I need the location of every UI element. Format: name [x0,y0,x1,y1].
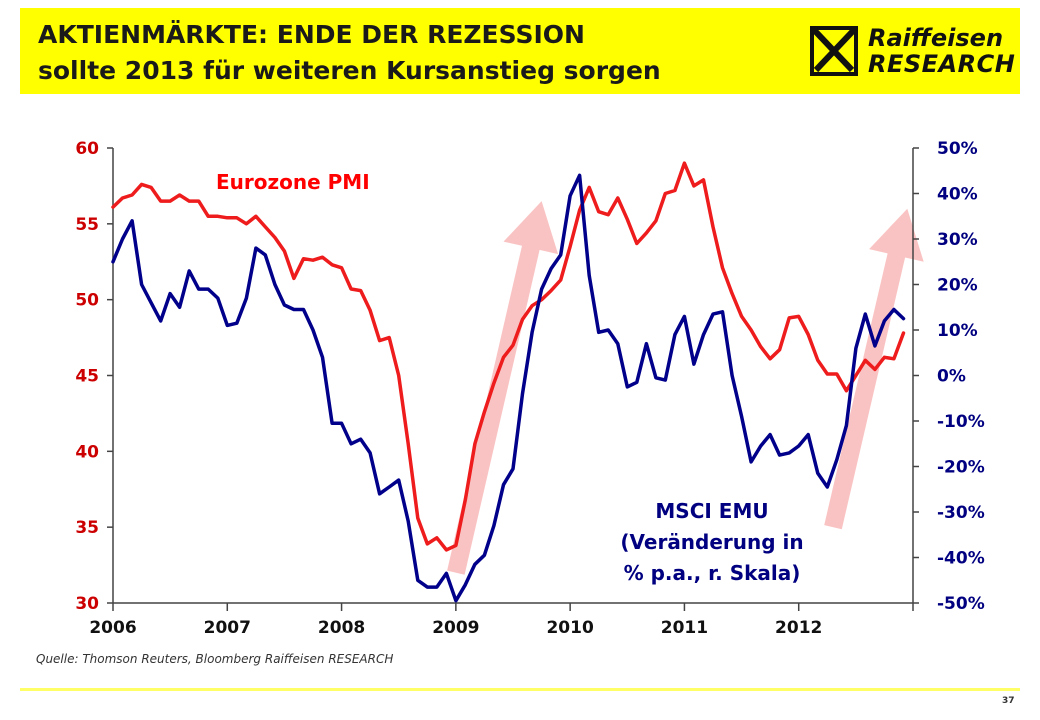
annotation-eurozone-pmi: Eurozone PMI [216,170,370,194]
page-subtitle: sollte 2013 für weiteren Kursanstieg sor… [38,56,661,85]
annotation-msci-emu-line: (Veränderung in [620,530,803,554]
right-tick-label: 30% [937,230,978,250]
left-tick-label: 30 [75,594,99,614]
x-tick-label: 2011 [661,618,708,638]
gable-cross-icon [810,26,858,76]
logo-research: RESEARCH [868,50,1016,78]
left-tick-label: 55 [75,215,99,235]
right-tick-label: 0% [937,367,966,387]
page-title: AKTIENMÄRKTE: ENDE DER REZESSION [38,20,585,49]
page-number: 37 [1002,696,1015,706]
source-note: Quelle: Thomson Reuters, Bloomberg Raiff… [36,652,394,666]
series-lines [111,161,906,603]
right-tick-label: -40% [937,549,985,569]
series-line-eurozone-pmi [111,161,906,552]
annotation-msci-emu-line: % p.a., r. Skala) [624,561,801,585]
footer-divider [20,688,1020,691]
x-tick-label: 2012 [775,618,822,638]
left-tick-label: 50 [75,291,99,311]
chart-axes [107,147,919,611]
x-tick-label: 2010 [546,618,593,638]
left-tick-label: 45 [75,367,99,387]
chart-labels: 30 35 40 45 50 55 60 -50% -40% -30% -20% -10% 0% 10% 2… [75,139,984,638]
x-tick-label: 2006 [89,618,136,638]
trend-arrow-1 [447,201,559,575]
right-tick-label: -50% [937,594,985,614]
right-tick-label: -10% [937,412,985,432]
series-line-msci-emu [111,173,906,603]
right-tick-label: -30% [937,503,985,523]
x-tick-label: 2007 [204,618,251,638]
logo-wordmark: Raiffeisen [868,24,1004,52]
right-tick-label: 20% [937,276,978,296]
x-tick-label: 2008 [318,618,365,638]
left-tick-label: 40 [75,442,99,462]
left-tick-label: 60 [75,139,99,159]
right-tick-label: 10% [937,321,978,341]
right-tick-label: 40% [937,185,978,205]
x-tick-label: 2009 [432,618,479,638]
left-tick-label: 35 [75,518,99,538]
right-tick-label: -20% [937,458,985,478]
raiffeisen-logo: Raiffeisen RESEARCH [802,22,1015,82]
right-tick-label: 50% [937,139,978,159]
annotation-msci-emu-line: MSCI EMU [655,499,768,523]
